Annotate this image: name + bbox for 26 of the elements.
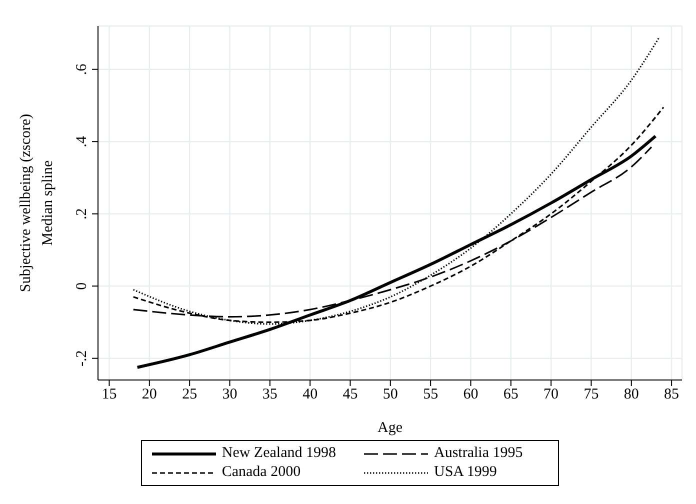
x-tick-label: 85 [664, 386, 680, 403]
x-axis-title: Age [378, 420, 403, 436]
x-tick-label: 80 [624, 386, 639, 403]
x-tick-label: 15 [102, 386, 117, 403]
x-tick-label: 30 [222, 386, 238, 403]
legend-label: Canada 2000 [222, 464, 301, 481]
legend-label: USA 1999 [434, 464, 497, 481]
x-tick-label: 25 [182, 386, 198, 403]
y-tick-label: -.2 [74, 350, 90, 366]
x-tick-label: 70 [544, 386, 559, 403]
x-tick-label: 55 [423, 386, 438, 403]
x-tick-label: 35 [262, 386, 278, 403]
y-tick-label: .6 [74, 63, 90, 75]
legend-label: Australia 1995 [434, 445, 523, 462]
x-tick-label: 75 [584, 386, 599, 403]
legend-label: New Zealand 1998 [222, 445, 336, 462]
x-tick-label: 45 [342, 386, 358, 403]
y-tick-label: 0 [74, 282, 90, 290]
y-tick-label: .4 [74, 135, 90, 148]
y-axis-title: Subjective wellbeing (zscore) Median spline [18, 114, 56, 292]
x-tick-label: 40 [302, 386, 318, 403]
x-tick-label: 20 [142, 386, 157, 403]
x-tick-label: 60 [463, 386, 478, 403]
x-tick-label: 50 [382, 386, 398, 403]
x-tick-label: 65 [503, 386, 518, 403]
y-tick-label: .2 [74, 208, 90, 220]
